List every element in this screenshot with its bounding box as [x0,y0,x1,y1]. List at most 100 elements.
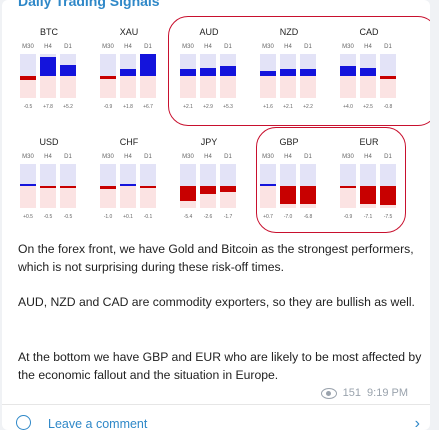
strength-bar-d1 [60,54,76,98]
strength-bar-m30 [260,54,276,98]
timeframe-label: D1 [64,154,72,160]
strength-bar-d1 [140,164,156,208]
strength-value: +2.5 [363,104,373,110]
strength-value: +0.1 [123,214,133,220]
strength-bar-h4 [360,164,376,208]
strength-value: -1.7 [223,214,233,220]
post-meta: 151 9:19 PM [320,387,408,399]
strength-value: -7.0 [283,214,293,220]
currency-btc: BTC M30 H4 D1 -0.5 +7.8 +5.2 [18,27,80,117]
strength-bar-m30 [100,164,116,208]
currency-cad: CAD M30 H4 D1 +4.0 +2.5 -0.8 [338,27,400,117]
strength-bar-h4 [280,164,296,208]
strength-bar-fill [140,54,156,76]
strength-bar-fill [220,66,236,76]
strength-value: -0.5 [23,104,33,110]
timeframe-label: H4 [364,44,372,50]
timeframe-label: M30 [22,44,34,50]
strength-value: -0.8 [383,104,393,110]
strength-bar-h4 [200,54,216,98]
footer-divider [2,404,430,405]
currency-nzd: NZD M30 H4 D1 +1.6 +2.1 +2.2 [258,27,320,117]
leave-comment-link[interactable]: Leave a comment [48,417,148,430]
highlight-circle-commodity [168,16,430,126]
strength-value: +5.3 [223,104,233,110]
strength-bar-fill [100,186,116,190]
timeframe-label: M30 [22,154,34,160]
strength-bar-d1 [60,164,76,208]
strength-bar-fill [380,76,396,79]
strength-bar-d1 [300,164,316,208]
strength-bar-fill [380,186,396,205]
strength-bars [338,54,400,98]
strength-value: -0.9 [103,104,113,110]
strength-bars [258,54,320,98]
strength-bar-d1 [220,54,236,98]
timeframe-label: D1 [384,154,392,160]
strength-bar-m30 [20,54,36,98]
strength-value: -2.6 [203,214,213,220]
currency-name: GBP [279,137,299,147]
strength-value: +0.5 [23,214,33,220]
strength-bars [98,54,160,98]
timeframe-label: H4 [284,44,292,50]
strength-value: -0.5 [63,214,73,220]
comment-icon[interactable] [16,415,31,430]
scrollbar[interactable] [431,0,439,430]
timeframe-label: M30 [102,44,114,50]
strength-bar-m30 [180,164,196,208]
strength-bar-h4 [40,164,56,208]
currency-aud: AUD M30 H4 D1 +2.1 +2.9 +5.3 [178,27,240,117]
strength-bar-h4 [360,54,376,98]
strength-value: +2.1 [183,104,193,110]
strength-bar-fill [280,186,296,204]
currency-name: CAD [359,27,379,37]
chevron-right-icon[interactable]: › [414,415,420,430]
timeframe-label: D1 [144,44,152,50]
strength-bar-d1 [380,164,396,208]
strength-bar-fill [180,69,196,76]
strength-bar-fill [200,68,216,76]
views-eye-icon [320,387,337,399]
strength-bars [178,54,240,98]
timeframe-label: D1 [384,44,392,50]
strength-bar-fill [120,184,136,186]
strength-value: -1.0 [103,214,113,220]
post-time: 9:19 PM [367,387,408,399]
strength-bar-fill [260,183,276,186]
timeframe-label: H4 [364,154,372,160]
strength-bar-fill [280,69,296,76]
strength-bar-fill [100,76,116,80]
post-paragraph-1: On the forex front, we have Gold and Bit… [18,242,414,274]
currency-eur: EUR M30 H4 D1 -0.9 -7.1 -7.5 [338,137,400,227]
highlight-circle-europe [256,127,406,233]
timeframe-label: M30 [182,154,194,160]
strength-bar-fill [40,186,56,188]
currency-chf: CHF M30 H4 D1 -1.0 +0.1 -0.1 [98,137,160,227]
strength-bar-m30 [260,164,276,208]
timeframe-label: M30 [342,154,354,160]
strength-bar-d1 [380,54,396,98]
strength-value: -5.4 [183,214,193,220]
currency-name: AUD [199,27,219,37]
strength-bar-h4 [120,54,136,98]
currency-jpy: JPY M30 H4 D1 -5.4 -2.6 -1.7 [178,137,240,227]
currency-name: BTC [40,27,58,37]
strength-bar-fill [120,69,136,76]
strength-bar-h4 [200,164,216,208]
currency-xau: XAU M30 H4 D1 -0.9 +1.8 +6.7 [98,27,160,117]
timeframe-label: H4 [44,154,52,160]
timeframe-label: H4 [124,44,132,50]
strength-bars [18,54,80,98]
timeframe-label: D1 [304,154,312,160]
strength-bar-m30 [20,164,36,208]
strength-bar-h4 [40,54,56,98]
strength-bar-m30 [100,54,116,98]
strength-bar-h4 [280,54,296,98]
strength-value: -0.9 [343,214,353,220]
channel-title[interactable]: Daily Trading Signals [18,0,160,9]
strength-bars [18,164,80,208]
strength-bar-fill [60,65,76,76]
strength-value: -0.5 [43,214,53,220]
strength-value: -7.1 [363,214,373,220]
